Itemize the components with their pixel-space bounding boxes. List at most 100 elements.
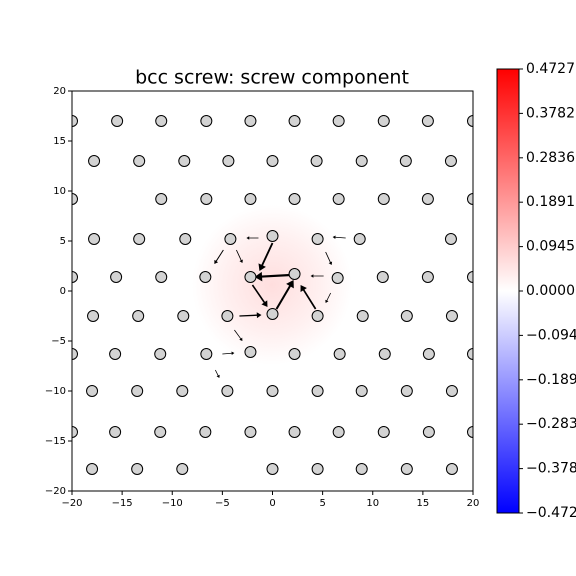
atom (87, 310, 100, 322)
atom (86, 463, 99, 475)
axes: −20 −15 −10 −5 0 5 10 15 20 −20 −15 −10 −5 0 5 10 15 20 0.… (45, 61, 576, 521)
atom (72, 348, 78, 360)
atom (445, 385, 458, 397)
arrow (258, 242, 274, 271)
atom (377, 193, 390, 205)
atom (133, 233, 146, 245)
atom (467, 193, 473, 205)
atom (266, 308, 279, 320)
y-tick-label: −15 (45, 436, 66, 447)
arrow (236, 249, 243, 263)
atom (331, 272, 344, 284)
atom (88, 155, 101, 167)
atom (221, 310, 234, 322)
arrow (222, 351, 235, 355)
arrow (332, 235, 346, 239)
arrow (251, 284, 268, 307)
x-tick-label: −10 (162, 498, 183, 509)
x-tick-label: −15 (112, 498, 133, 509)
atom (244, 271, 257, 283)
y-tick-label: 10 (53, 186, 66, 197)
atom (467, 271, 473, 283)
atom (72, 193, 78, 205)
atom (400, 310, 413, 322)
arrow (300, 285, 317, 310)
field-background (72, 91, 473, 491)
atom (310, 155, 323, 167)
y-tick-label: −5 (51, 336, 66, 347)
colorbar-tick-label: 0.0000 (526, 283, 575, 299)
atom (445, 310, 458, 322)
atom (131, 385, 144, 397)
atom (355, 463, 368, 475)
atom (288, 348, 301, 360)
atom (467, 348, 473, 360)
atom (355, 385, 368, 397)
arrow (246, 236, 259, 240)
arrow (214, 369, 220, 378)
atom (244, 193, 257, 205)
atom (199, 426, 212, 438)
atom (445, 463, 458, 475)
atom (221, 385, 234, 397)
atom (444, 233, 457, 245)
atom (288, 115, 301, 127)
atom (133, 155, 146, 167)
atom (332, 193, 345, 205)
atom (353, 233, 366, 245)
colorbar-tick-label: 0.4727 (526, 61, 575, 77)
atom (72, 115, 78, 127)
atom (222, 155, 235, 167)
atom (266, 155, 279, 167)
atom (266, 385, 279, 397)
atom (176, 385, 189, 397)
atom (422, 426, 435, 438)
atom (154, 348, 167, 360)
x-tick-label: 20 (467, 498, 480, 509)
atom (131, 463, 144, 475)
y-tick-label: 15 (53, 136, 66, 147)
atom (110, 271, 123, 283)
atom (155, 271, 168, 283)
atom (179, 233, 192, 245)
atom (355, 155, 368, 167)
colorbar-tick-label: 0.0945 (526, 239, 575, 255)
atom (155, 115, 168, 127)
atom (244, 426, 257, 438)
atom (311, 310, 324, 322)
atom (288, 193, 301, 205)
atom (176, 463, 189, 475)
atom (224, 233, 237, 245)
atom (266, 230, 279, 242)
plot-area (72, 115, 473, 475)
atom (200, 348, 213, 360)
arrow (239, 312, 262, 319)
y-tick-label: 20 (53, 86, 66, 97)
atom (332, 115, 345, 127)
atom (377, 115, 390, 127)
atom (244, 115, 257, 127)
colorbar-tick-label: −0.0945 (526, 327, 576, 343)
atom (356, 310, 369, 322)
atom (444, 155, 457, 167)
atom (467, 426, 473, 438)
atom (72, 271, 78, 283)
colorbar (496, 68, 520, 514)
atom (72, 426, 78, 438)
atom (288, 426, 301, 438)
atom (109, 426, 122, 438)
x-tick-label: 15 (417, 498, 430, 509)
arrow (325, 292, 332, 303)
colorbar-tick-label: −0.2836 (526, 416, 576, 432)
x-tick-label: −20 (61, 498, 82, 509)
atom (399, 155, 412, 167)
colorbar-tick-label: −0.1891 (526, 372, 576, 388)
atom (377, 426, 390, 438)
atom (378, 348, 391, 360)
arrow (214, 249, 224, 264)
atom (111, 115, 124, 127)
x-tick-label: 5 (319, 498, 325, 509)
colorbar-tick-label: −0.3782 (526, 461, 576, 477)
atom (400, 385, 413, 397)
